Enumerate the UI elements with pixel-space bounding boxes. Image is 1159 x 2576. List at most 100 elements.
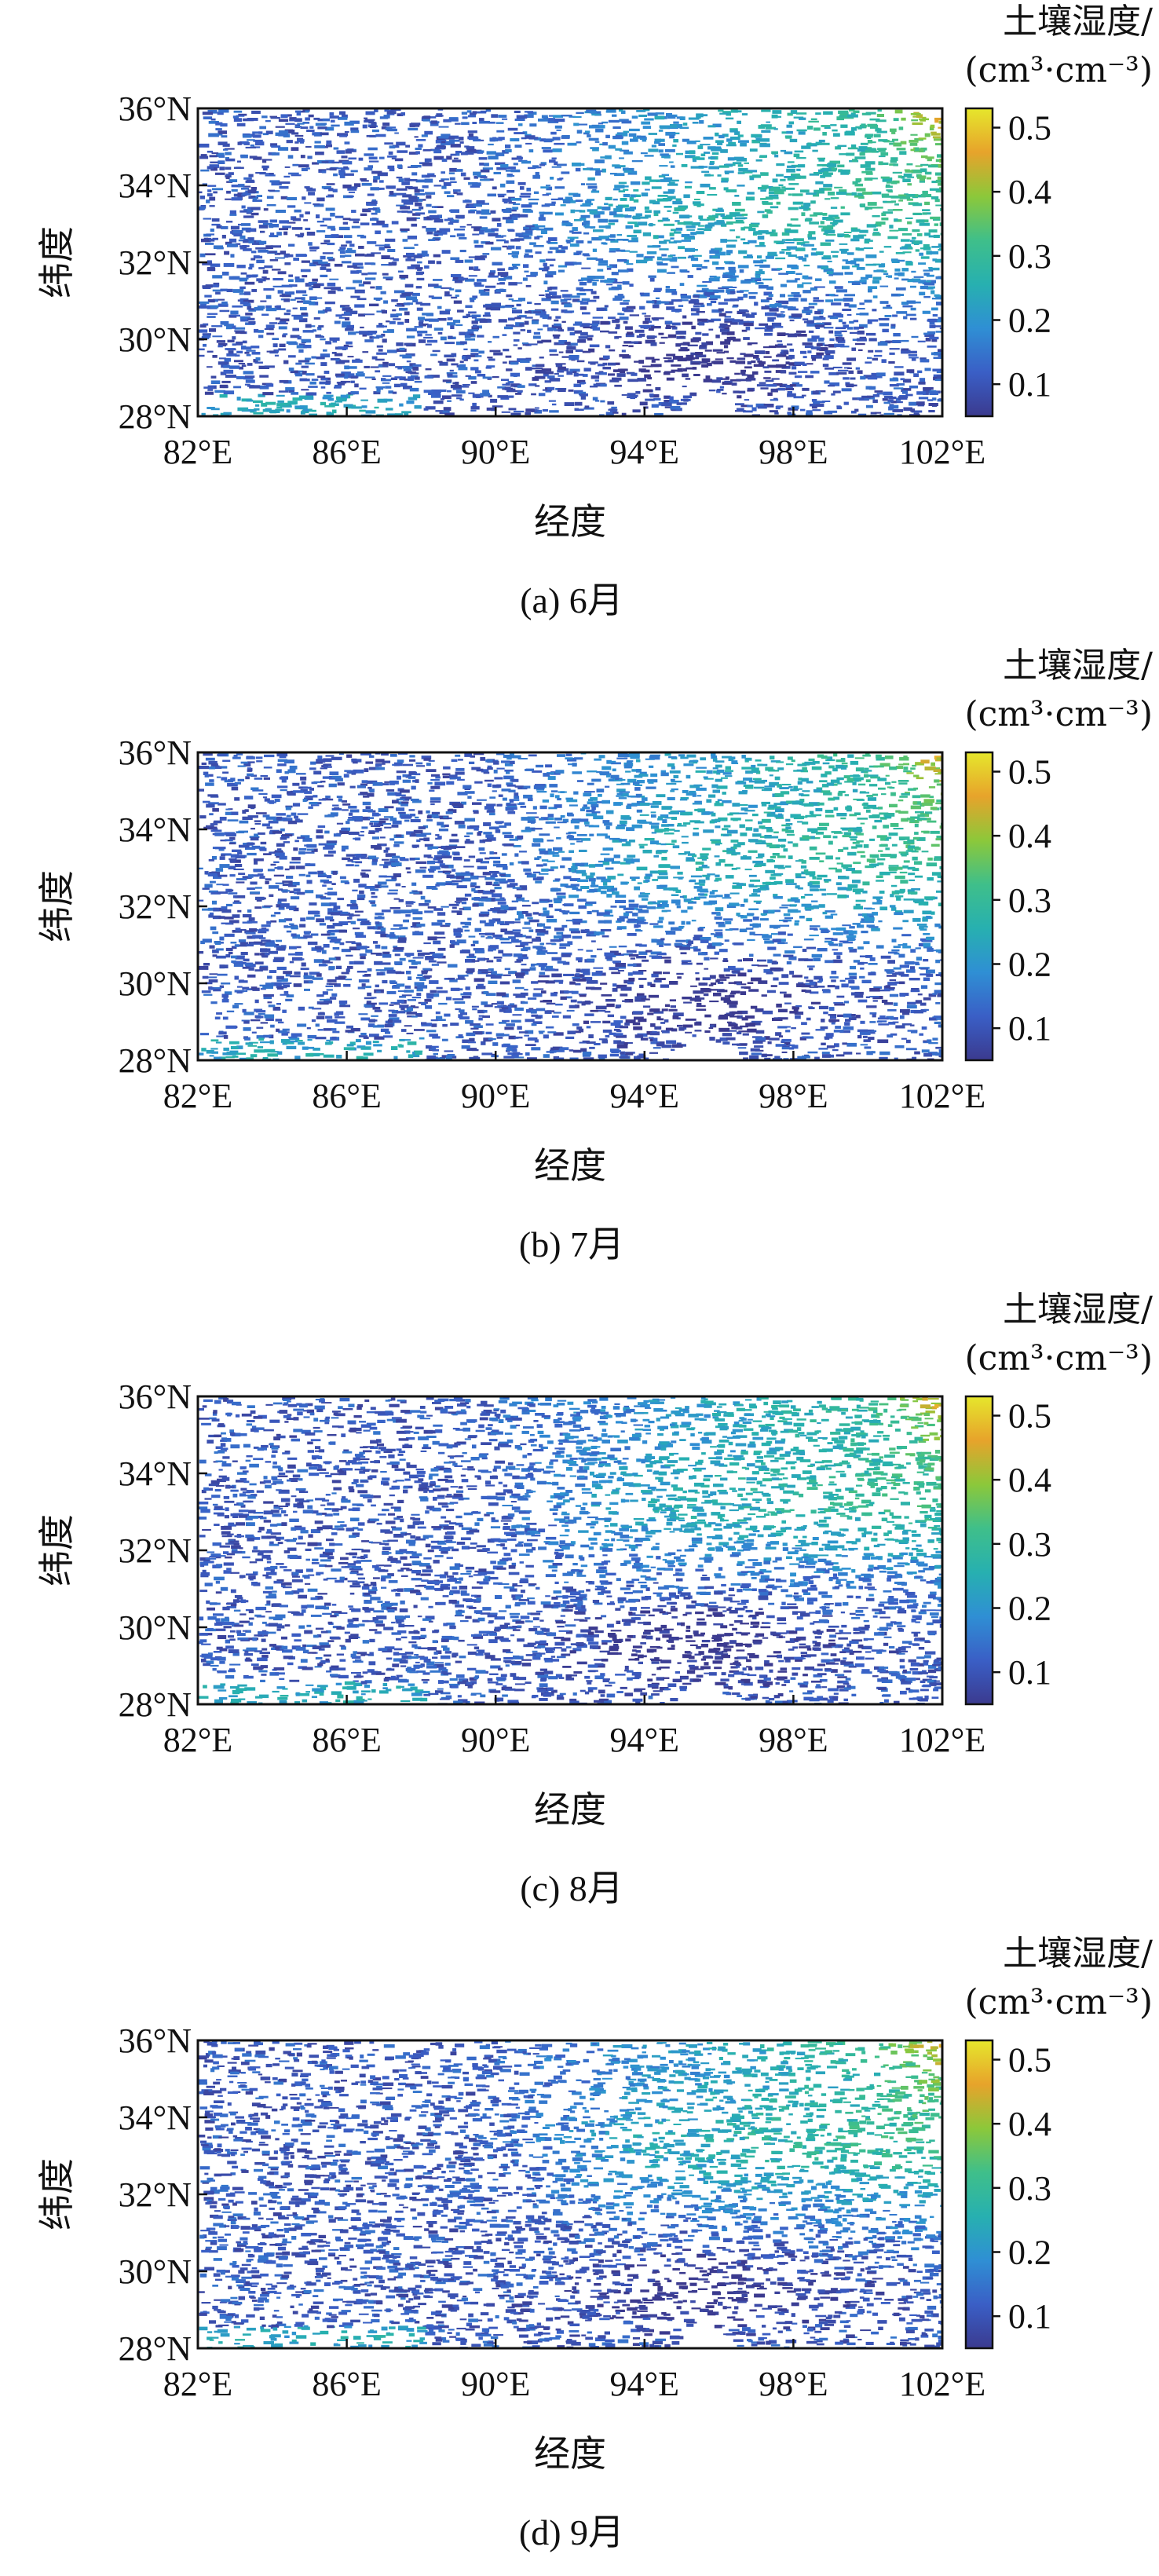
colorbar-tick-label: 0.1 [1008,1009,1051,1048]
y-tick-label: 36°N [119,90,192,128]
y-tick-label: 36°N [119,734,192,772]
y-tick-label: 34°N [119,2098,192,2137]
soil-moisture-field [198,752,952,1064]
map-svg: 82°E 86°E 90°E 94°E 98°E 102°E 28°N 30°N 32°N 34°… [0,1288,1159,1932]
panel-caption: (c) 8月 [520,1868,623,1908]
x-tick-label: 102°E [899,1077,985,1115]
x-tick-label: 94°E [610,2365,679,2403]
x-tick-label: 90°E [461,433,530,471]
colorbar-tick-label: 0.5 [1008,109,1051,148]
colorbar-tick-label: 0.2 [1008,302,1051,340]
y-tick-label: 34°N [119,1454,192,1493]
x-tick-label: 82°E [163,433,232,471]
soil-moisture-field [198,2040,952,2352]
y-tick-label: 28°N [119,1041,192,1080]
colorbar-tick-label: 0.2 [1008,2234,1051,2272]
x-tick-label: 98°E [759,2365,828,2403]
colorbar-title-line1: 土壤湿度/ [1003,2,1153,42]
colorbar-tick-label: 0.5 [1008,2041,1051,2080]
x-tick-label: 102°E [899,433,985,471]
colorbar-title-line2: (cm³·cm⁻³) [964,694,1153,734]
colorbar-tick-label: 0.4 [1008,817,1051,855]
x-axis-title: 经度 [534,1144,606,1187]
y-tick-label: 28°N [119,1685,192,1724]
y-tick-label: 34°N [119,166,192,205]
x-tick-label: 90°E [461,2365,530,2403]
x-axis-title: 经度 [534,2432,606,2475]
colorbar-tick-label: 0.3 [1008,1525,1051,1564]
x-tick-label: 94°E [610,433,679,471]
colorbar-tick-label: 0.4 [1008,173,1051,211]
x-tick-label: 98°E [759,433,828,471]
colorbar-tick-label: 0.1 [1008,2297,1051,2336]
x-tick-label: 82°E [163,1721,232,1759]
colorbar [966,108,993,416]
y-tick-label: 28°N [119,2329,192,2368]
x-axis-title: 经度 [534,500,606,543]
y-tick-label: 32°N [119,1531,192,1570]
y-tick-label: 36°N [119,2022,192,2060]
y-tick-label: 32°N [119,2175,192,2214]
map-svg: 82°E 86°E 90°E 94°E 98°E 102°E 28°N 30°N 32°N 34°… [0,1932,1159,2576]
x-tick-label: 102°E [899,2365,985,2403]
x-tick-label: 86°E [312,433,381,471]
map-svg: 82°E 86°E 90°E 94°E 98°E 102°E 28°N 30°N 32°N 34°… [0,0,1159,644]
colorbar-tick-label: 0.4 [1008,2105,1051,2143]
x-axis-title: 经度 [534,1788,606,1831]
colorbar-tick-label: 0.5 [1008,1397,1051,1436]
map-panel-2: 82°E 86°E 90°E 94°E 98°E 102°E 28°N 30°N 32°N 34°… [0,644,1159,1288]
y-axis-title: 纬度 [35,226,78,298]
colorbar-title-line1: 土壤湿度/ [1003,646,1153,686]
x-tick-label: 90°E [461,1077,530,1115]
x-tick-label: 98°E [759,1077,828,1115]
colorbar-tick-label: 0.3 [1008,881,1051,920]
y-tick-label: 32°N [119,887,192,926]
panel-caption: (a) 6月 [520,580,623,620]
map-panel-4: 82°E 86°E 90°E 94°E 98°E 102°E 28°N 30°N 32°N 34°… [0,1932,1159,2576]
colorbar-title-line2: (cm³·cm⁻³) [964,1338,1153,1378]
colorbar-title-line1: 土壤湿度/ [1003,1290,1153,1330]
soil-moisture-field [198,1396,952,1707]
x-tick-label: 86°E [312,2365,381,2403]
colorbar-title-line1: 土壤湿度/ [1003,1934,1153,1974]
colorbar-tick-label: 0.4 [1008,1461,1051,1499]
x-tick-label: 102°E [899,1721,985,1759]
map-panel-1: 82°E 86°E 90°E 94°E 98°E 102°E 28°N 30°N 32°N 34°… [0,0,1159,644]
colorbar-tick-label: 0.1 [1008,365,1051,404]
soil-moisture-field [198,108,952,419]
colorbar-tick-label: 0.2 [1008,1590,1051,1628]
colorbar-title-line2: (cm³·cm⁻³) [964,1982,1153,2022]
colorbar [966,752,993,1060]
map-svg: 82°E 86°E 90°E 94°E 98°E 102°E 28°N 30°N 32°N 34°… [0,644,1159,1288]
y-tick-label: 28°N [119,397,192,436]
y-axis-title: 纬度 [35,1514,78,1586]
colorbar-tick-label: 0.2 [1008,946,1051,984]
x-tick-label: 90°E [461,1721,530,1759]
panel-caption: (d) 9月 [519,2512,624,2552]
y-tick-label: 32°N [119,243,192,282]
x-tick-label: 94°E [610,1721,679,1759]
x-tick-label: 86°E [312,1721,381,1759]
y-tick-label: 30°N [119,320,192,359]
x-tick-label: 82°E [163,2365,232,2403]
colorbar-tick-label: 0.5 [1008,753,1051,792]
y-tick-label: 36°N [119,1378,192,1416]
y-tick-label: 30°N [119,1608,192,1647]
colorbar-tick-label: 0.1 [1008,1653,1051,1692]
colorbar [966,2040,993,2348]
colorbar-tick-label: 0.3 [1008,2169,1051,2208]
y-tick-label: 30°N [119,2252,192,2291]
y-tick-label: 34°N [119,810,192,849]
colorbar [966,1396,993,1704]
map-panel-3: 82°E 86°E 90°E 94°E 98°E 102°E 28°N 30°N 32°N 34°… [0,1288,1159,1932]
colorbar-tick-label: 0.3 [1008,237,1051,276]
x-tick-label: 82°E [163,1077,232,1115]
panel-caption: (b) 7月 [519,1224,624,1264]
x-tick-label: 86°E [312,1077,381,1115]
y-axis-title: 纬度 [35,2158,78,2230]
y-axis-title: 纬度 [35,870,78,942]
colorbar-title-line2: (cm³·cm⁻³) [964,50,1153,90]
x-tick-label: 94°E [610,1077,679,1115]
x-tick-label: 98°E [759,1721,828,1759]
y-tick-label: 30°N [119,964,192,1003]
